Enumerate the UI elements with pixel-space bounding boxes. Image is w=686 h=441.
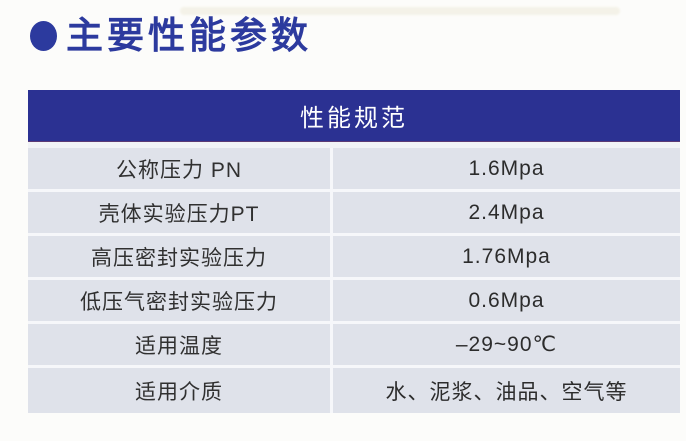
row-value: 2.4Mpa	[468, 200, 545, 224]
row-label: 低压气密封实验压力	[28, 280, 333, 321]
row-value: 0.6Mpa	[468, 288, 545, 312]
row-value: –29~90℃	[455, 333, 558, 356]
header-divider	[28, 142, 680, 148]
row-value: 水、泥浆、油品、空气等	[385, 380, 628, 404]
table-row: 公称压力 PN 1.6Mpa	[28, 148, 680, 192]
row-value: 1.76Mpa	[462, 244, 551, 268]
table-row: 高压密封实验压力 1.76Mpa	[28, 236, 680, 280]
table-row: 低压气密封实验压力 0.6Mpa	[28, 280, 680, 324]
row-label: 公称压力 PN	[28, 148, 333, 189]
row-label: 壳体实验压力PT	[28, 192, 333, 233]
table-header: 性能规范	[28, 90, 680, 142]
performance-table: 性能规范 公称压力 PN 1.6Mpa 壳体实验压力PT 2.4Mpa 高压密封…	[28, 90, 680, 413]
section-title-block: 主要性能参数	[30, 15, 312, 57]
table-row: 壳体实验压力PT 2.4Mpa	[28, 192, 680, 236]
row-label: 高压密封实验压力	[28, 236, 333, 277]
page-title: 主要性能参数	[66, 15, 312, 56]
bullet-icon	[30, 21, 57, 52]
table-row: 适用介质 水、泥浆、油品、空气等	[28, 368, 680, 413]
scan-artifact	[180, 7, 620, 15]
row-label: 适用温度	[28, 324, 333, 365]
table-row: 适用温度 –29~90℃	[28, 324, 680, 368]
row-value: 1.6Mpa	[468, 156, 545, 180]
row-label: 适用介质	[28, 368, 333, 413]
